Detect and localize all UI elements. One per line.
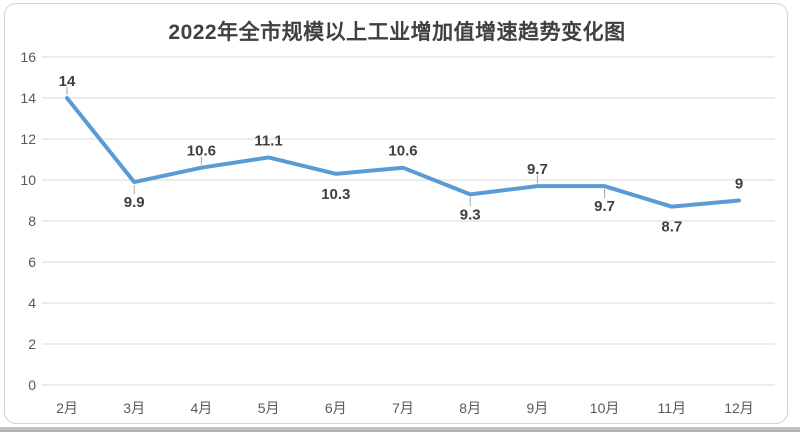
data-point-label: 9.7 bbox=[594, 198, 615, 215]
data-point-label: 10.3 bbox=[321, 186, 350, 203]
y-axis-tick-label: 4 bbox=[28, 295, 36, 311]
x-axis-tick-label: 12月 bbox=[724, 400, 754, 416]
x-axis-tick-label: 6月 bbox=[325, 400, 347, 416]
data-point-label: 8.7 bbox=[661, 219, 682, 236]
x-axis-tick-label: 3月 bbox=[123, 400, 145, 416]
x-axis-tick-label: 9月 bbox=[527, 400, 549, 416]
data-point-label: 9.9 bbox=[124, 194, 145, 211]
x-axis-tick-label: 7月 bbox=[392, 400, 414, 416]
data-point-label: 10.6 bbox=[187, 143, 216, 160]
data-point-label: 9.7 bbox=[527, 161, 548, 178]
data-point-label: 9 bbox=[735, 176, 743, 193]
data-point-label: 10.6 bbox=[388, 143, 417, 160]
x-axis-tick-label: 10月 bbox=[590, 400, 620, 416]
data-point-label: 14 bbox=[59, 73, 76, 90]
x-axis-tick-label: 5月 bbox=[258, 400, 280, 416]
bottom-shadow-divider bbox=[0, 427, 800, 432]
y-axis-tick-label: 0 bbox=[28, 377, 36, 393]
y-axis-tick-label: 12 bbox=[20, 131, 36, 147]
data-point-label: 11.1 bbox=[254, 132, 282, 149]
y-axis-tick-label: 14 bbox=[20, 90, 36, 106]
data-point-label: 9.3 bbox=[460, 206, 481, 223]
x-axis-tick-label: 8月 bbox=[459, 400, 481, 416]
series-line bbox=[65, 96, 741, 209]
y-axis-tick-label: 8 bbox=[28, 213, 36, 229]
y-axis-tick-label: 6 bbox=[28, 254, 36, 270]
x-axis-tick-label: 2月 bbox=[56, 400, 78, 416]
y-axis-tick-label: 10 bbox=[20, 172, 36, 188]
x-axis-tick-label: 11月 bbox=[658, 400, 687, 416]
y-axis-tick-label: 16 bbox=[20, 49, 36, 65]
chart-title: 2022年全市规模以上工业增加值增速趋势变化图 bbox=[168, 21, 626, 44]
x-axis-tick-label: 4月 bbox=[191, 400, 213, 416]
chart-card bbox=[4, 3, 788, 424]
y-axis-tick-label: 2 bbox=[28, 336, 36, 352]
